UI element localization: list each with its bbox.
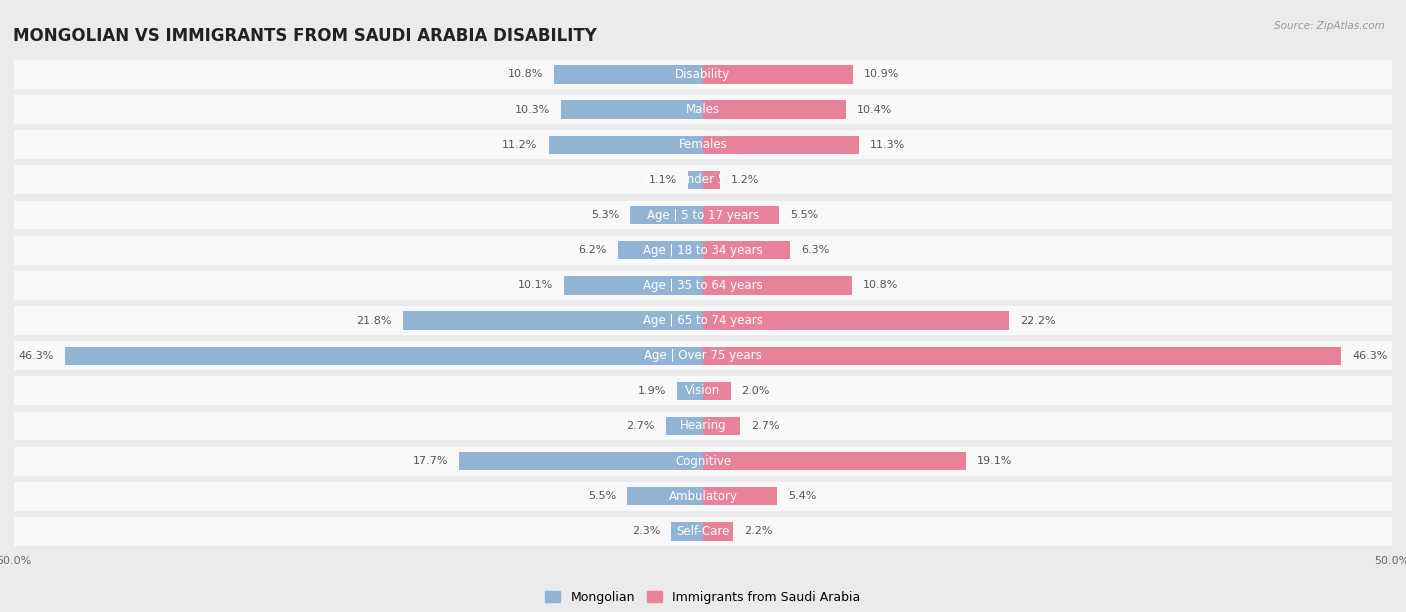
Bar xyxy=(703,522,734,540)
Text: 2.7%: 2.7% xyxy=(751,421,780,431)
Text: 10.3%: 10.3% xyxy=(515,105,550,114)
Bar xyxy=(703,346,1341,365)
Bar xyxy=(703,206,779,224)
Bar xyxy=(14,517,1392,546)
Text: Females: Females xyxy=(679,138,727,151)
Bar xyxy=(703,171,720,189)
Bar xyxy=(703,312,1010,330)
Bar xyxy=(703,452,966,470)
Bar xyxy=(14,341,1392,370)
Bar xyxy=(14,201,1392,230)
Text: 10.8%: 10.8% xyxy=(863,280,898,290)
Bar xyxy=(14,236,1392,264)
Bar xyxy=(14,412,1392,441)
Text: Age | 35 to 64 years: Age | 35 to 64 years xyxy=(643,279,763,292)
Text: Source: ZipAtlas.com: Source: ZipAtlas.com xyxy=(1274,21,1385,31)
Text: 46.3%: 46.3% xyxy=(18,351,53,360)
Text: 10.8%: 10.8% xyxy=(508,69,543,80)
Bar xyxy=(630,206,703,224)
Text: Disability: Disability xyxy=(675,68,731,81)
Text: 2.2%: 2.2% xyxy=(744,526,773,537)
Text: 21.8%: 21.8% xyxy=(356,316,392,326)
Text: 1.2%: 1.2% xyxy=(731,175,759,185)
Bar xyxy=(14,271,1392,300)
Bar xyxy=(703,100,846,119)
Bar xyxy=(14,165,1392,194)
Text: 1.9%: 1.9% xyxy=(637,386,666,396)
Text: 2.0%: 2.0% xyxy=(741,386,770,396)
Text: 2.3%: 2.3% xyxy=(631,526,661,537)
Bar xyxy=(688,171,703,189)
Bar xyxy=(402,312,703,330)
Text: Age | Over 75 years: Age | Over 75 years xyxy=(644,349,762,362)
Text: 6.3%: 6.3% xyxy=(801,245,830,255)
Bar xyxy=(14,376,1392,405)
Text: Vision: Vision xyxy=(685,384,721,397)
Bar xyxy=(703,136,859,154)
Text: Hearing: Hearing xyxy=(679,419,727,433)
Text: 17.7%: 17.7% xyxy=(412,456,449,466)
Bar xyxy=(617,241,703,259)
Bar xyxy=(14,306,1392,335)
Text: Age | 65 to 74 years: Age | 65 to 74 years xyxy=(643,314,763,327)
Bar xyxy=(703,487,778,506)
Bar xyxy=(14,482,1392,511)
Text: 46.3%: 46.3% xyxy=(1353,351,1388,360)
Text: 5.5%: 5.5% xyxy=(588,491,616,501)
Bar xyxy=(671,522,703,540)
Bar xyxy=(561,100,703,119)
Text: 22.2%: 22.2% xyxy=(1019,316,1056,326)
Text: Ambulatory: Ambulatory xyxy=(668,490,738,503)
Text: Self-Care: Self-Care xyxy=(676,525,730,538)
Text: 5.3%: 5.3% xyxy=(591,210,619,220)
Text: Age | Under 5 years: Age | Under 5 years xyxy=(644,173,762,187)
Text: 19.1%: 19.1% xyxy=(977,456,1012,466)
Text: 10.4%: 10.4% xyxy=(858,105,893,114)
Text: Males: Males xyxy=(686,103,720,116)
Text: 11.2%: 11.2% xyxy=(502,140,537,150)
Text: Age | 5 to 17 years: Age | 5 to 17 years xyxy=(647,209,759,222)
Bar xyxy=(548,136,703,154)
Bar xyxy=(14,95,1392,124)
Text: 6.2%: 6.2% xyxy=(578,245,606,255)
Bar xyxy=(554,65,703,84)
Text: 10.1%: 10.1% xyxy=(517,280,553,290)
Legend: Mongolian, Immigrants from Saudi Arabia: Mongolian, Immigrants from Saudi Arabia xyxy=(540,586,866,609)
Text: MONGOLIAN VS IMMIGRANTS FROM SAUDI ARABIA DISABILITY: MONGOLIAN VS IMMIGRANTS FROM SAUDI ARABI… xyxy=(13,27,596,45)
Text: 1.1%: 1.1% xyxy=(648,175,676,185)
Bar xyxy=(676,382,703,400)
Bar xyxy=(564,276,703,294)
Bar xyxy=(65,346,703,365)
Bar xyxy=(14,60,1392,89)
Bar xyxy=(14,130,1392,159)
Bar xyxy=(703,241,790,259)
Text: 2.7%: 2.7% xyxy=(626,421,655,431)
Bar xyxy=(703,65,853,84)
Text: 5.5%: 5.5% xyxy=(790,210,818,220)
Bar xyxy=(14,447,1392,476)
Text: 10.9%: 10.9% xyxy=(865,69,900,80)
Text: 11.3%: 11.3% xyxy=(870,140,905,150)
Bar xyxy=(703,417,740,435)
Text: Age | 18 to 34 years: Age | 18 to 34 years xyxy=(643,244,763,256)
Text: 5.4%: 5.4% xyxy=(789,491,817,501)
Bar xyxy=(703,382,731,400)
Bar xyxy=(666,417,703,435)
Bar xyxy=(703,276,852,294)
Bar xyxy=(460,452,703,470)
Bar xyxy=(627,487,703,506)
Text: Cognitive: Cognitive xyxy=(675,455,731,468)
